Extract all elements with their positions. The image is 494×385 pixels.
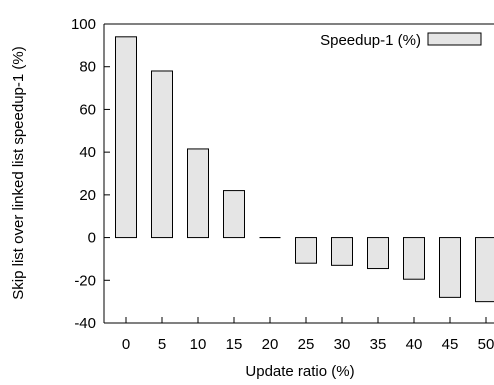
- legend: Speedup-1 (%): [320, 32, 482, 49]
- x-tick-label: 45: [442, 336, 459, 353]
- bar: [475, 237, 494, 303]
- bar: [223, 190, 245, 239]
- x-tick-label: 25: [298, 336, 315, 353]
- x-tick-label: 10: [190, 336, 207, 353]
- plot-frame: [103, 23, 494, 324]
- y-tick-label: 0: [88, 230, 96, 247]
- x-tick-label: 40: [406, 336, 423, 353]
- bar: [187, 148, 209, 239]
- y-tick-label: 100: [71, 16, 96, 33]
- legend-label: Speedup-1 (%): [320, 32, 421, 49]
- x-tick-label: 0: [122, 336, 130, 353]
- x-tick-label: 20: [262, 336, 279, 353]
- legend-swatch: [427, 32, 482, 46]
- x-axis-label: Update ratio (%): [245, 363, 354, 380]
- bar: [403, 237, 425, 280]
- x-tick-label: 15: [226, 336, 243, 353]
- bar: [331, 237, 353, 266]
- bar: [439, 237, 461, 298]
- x-tick-label: 50: [478, 336, 494, 353]
- y-tick-label: 80: [79, 59, 96, 76]
- y-tick-label: 40: [79, 144, 96, 161]
- y-tick-label: -20: [74, 272, 96, 289]
- bar: [295, 237, 317, 264]
- x-axis-ticks: 0 5 10 15 20 25 30 35 40 45 50: [122, 317, 494, 353]
- x-tick-label: 5: [158, 336, 166, 353]
- x-tick-label: 30: [334, 336, 351, 353]
- y-tick-label: 60: [79, 101, 96, 118]
- x-tick-label: 35: [370, 336, 387, 353]
- bars: [115, 36, 494, 303]
- y-tick-label: -40: [74, 315, 96, 332]
- y-axis-label: Skip list over linked list speedup-1 (%): [10, 46, 27, 299]
- y-axis-ticks: -40 -20 0 20 40 60 80 100: [71, 16, 110, 332]
- bar: [115, 36, 137, 239]
- bar: [367, 237, 389, 270]
- bar: [151, 70, 173, 239]
- y-tick-label: 20: [79, 187, 96, 204]
